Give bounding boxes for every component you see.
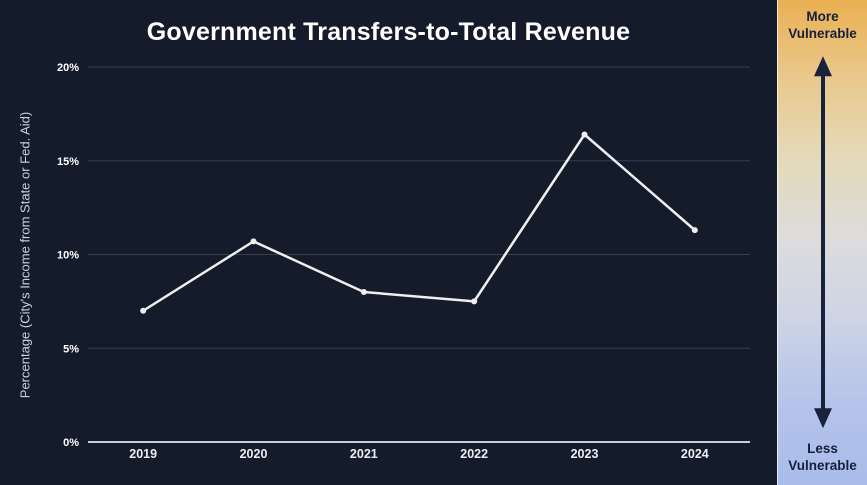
vulnerability-scale-panel: More Vulnerable Less Vulnerable (777, 0, 867, 485)
svg-text:20%: 20% (57, 62, 79, 74)
chart-panel: Government Transfers-to-Total Revenue Pe… (17, 18, 750, 461)
svg-text:2022: 2022 (460, 447, 488, 461)
svg-text:5%: 5% (63, 343, 79, 355)
double-arrow-icon (813, 56, 832, 428)
chart-title: Government Transfers-to-Total Revenue (146, 18, 631, 46)
svg-text:10%: 10% (57, 250, 79, 262)
svg-text:2021: 2021 (350, 447, 378, 461)
svg-text:2023: 2023 (571, 447, 599, 461)
svg-text:0%: 0% (63, 437, 79, 449)
more-vulnerable-label: More Vulnerable (788, 9, 857, 41)
svg-text:15%: 15% (57, 156, 79, 168)
less-vulnerable-label: Less Vulnerable (788, 441, 857, 474)
svg-text:2024: 2024 (681, 447, 709, 461)
svg-text:2020: 2020 (240, 447, 268, 461)
svg-text:2019: 2019 (129, 447, 157, 461)
line-chart: 0% 5% 10% 15% 20% 2019 2020 2021 2022 2023 2024 (57, 62, 750, 461)
